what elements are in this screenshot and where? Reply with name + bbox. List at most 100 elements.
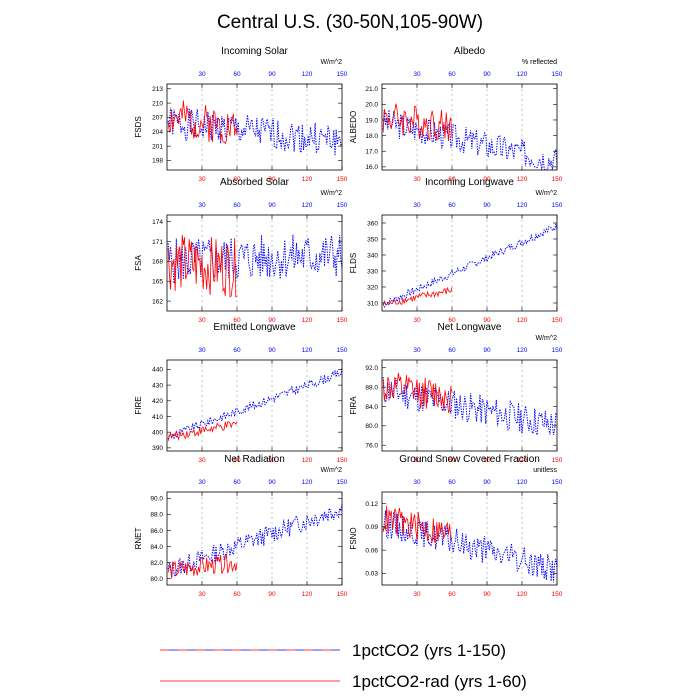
x-tick-label-top: 120 bbox=[517, 202, 528, 209]
x-tick-label-bottom: 120 bbox=[302, 457, 313, 464]
x-tick-label-bottom: 150 bbox=[552, 176, 563, 183]
y-tick-label: 400 bbox=[152, 429, 163, 436]
x-tick-label-bottom: 90 bbox=[268, 176, 276, 183]
plot-frame bbox=[381, 491, 558, 586]
panel-title: Net Longwave bbox=[438, 322, 502, 333]
panel-7: Net Radiation W/m^2 RNET 80.0 82.0 84.0 86.0 88… bbox=[134, 454, 348, 598]
x-tick-label-bottom: 30 bbox=[413, 317, 421, 324]
panel-8: Ground Snow Covered Fraction unitless FSNO… bbox=[349, 454, 563, 598]
panel-title: Emitted Longwave bbox=[213, 322, 296, 333]
x-tick-label-bottom: 30 bbox=[198, 317, 206, 324]
panel-3: Absorbed Solar W/m^2 FSA 162 165 168 171 174 30 3… bbox=[134, 177, 348, 324]
x-tick-label-bottom: 90 bbox=[483, 317, 491, 324]
y-tick-label: 360 bbox=[367, 220, 378, 227]
x-tick-label-top: 120 bbox=[517, 479, 528, 486]
y-tick-label: 210 bbox=[152, 100, 163, 107]
x-tick-label-bottom: 90 bbox=[483, 591, 491, 598]
x-tick-label-bottom: 90 bbox=[483, 176, 491, 183]
y-axis-label: FIRE bbox=[134, 396, 143, 414]
y-tick-label: 198 bbox=[152, 158, 163, 165]
y-tick-label: 165 bbox=[152, 279, 163, 286]
y-tick-label: 171 bbox=[152, 239, 163, 246]
y-tick-label: 76.0 bbox=[365, 442, 378, 449]
panel-5: Emitted Longwave FIRE 390 400 410 420 430 440 30… bbox=[134, 322, 348, 464]
panel-units: unitless bbox=[533, 467, 557, 474]
panel-title: Incoming Solar bbox=[221, 46, 288, 57]
y-tick-label: 84.0 bbox=[365, 404, 378, 411]
series-line-1pctco2 bbox=[167, 107, 343, 156]
x-tick-label-bottom: 120 bbox=[302, 176, 313, 183]
x-tick-label-bottom: 90 bbox=[483, 457, 491, 464]
x-tick-label-bottom: 150 bbox=[337, 591, 348, 598]
y-tick-label: 440 bbox=[152, 367, 163, 374]
x-tick-label-top: 60 bbox=[448, 202, 456, 209]
x-tick-label-bottom: 90 bbox=[268, 457, 276, 464]
y-tick-label: 16.0 bbox=[365, 164, 378, 171]
x-tick-label-top: 90 bbox=[268, 202, 276, 209]
x-tick-label-top: 90 bbox=[483, 71, 491, 78]
x-tick-label-bottom: 150 bbox=[337, 176, 348, 183]
y-tick-label: 80.0 bbox=[150, 576, 163, 583]
x-tick-label-top: 30 bbox=[198, 71, 206, 78]
series-line-1pctco2-rad bbox=[382, 103, 453, 141]
y-tick-label: 17.0 bbox=[365, 149, 378, 156]
panel-units: W/m^2 bbox=[320, 467, 342, 474]
plot-frame bbox=[166, 83, 343, 171]
plot-frame bbox=[381, 359, 558, 452]
panel-title: Ground Snow Covered Fraction bbox=[399, 454, 540, 465]
x-tick-label-top: 90 bbox=[268, 347, 276, 354]
y-tick-label: 201 bbox=[152, 143, 163, 150]
panel-2: Albedo % reflected ALBEDO 16.0 17.0 18.0 19.0 2… bbox=[349, 46, 563, 183]
x-tick-label-top: 150 bbox=[337, 202, 348, 209]
y-axis-label: ALBEDO bbox=[349, 111, 358, 143]
y-axis-label: FIRA bbox=[349, 396, 358, 415]
series-line-1pctco2 bbox=[167, 368, 343, 440]
x-tick-label-top: 120 bbox=[302, 202, 313, 209]
x-tick-label-top: 150 bbox=[552, 347, 563, 354]
x-tick-label-top: 90 bbox=[268, 71, 276, 78]
y-tick-label: 320 bbox=[367, 284, 378, 291]
x-tick-label-top: 150 bbox=[552, 71, 563, 78]
x-tick-label-bottom: 30 bbox=[413, 591, 421, 598]
series-line-1pctco2-rad bbox=[167, 100, 238, 145]
y-tick-label: 340 bbox=[367, 252, 378, 259]
x-tick-label-bottom: 60 bbox=[448, 317, 456, 324]
y-tick-label: 0.03 bbox=[365, 571, 378, 578]
series-line-1pctco2 bbox=[382, 510, 558, 583]
legend-label-exp2: 1pctCO2-rad (yrs 1-60) bbox=[352, 672, 527, 691]
y-tick-label: 420 bbox=[152, 398, 163, 405]
x-tick-label-bottom: 60 bbox=[448, 176, 456, 183]
x-tick-label-top: 150 bbox=[337, 71, 348, 78]
panels: Incoming Solar W/m^2 FSDS 198 201 204 207 210 21… bbox=[134, 46, 563, 598]
x-tick-label-top: 30 bbox=[413, 71, 421, 78]
series-line-1pctco2 bbox=[382, 223, 558, 309]
x-tick-label-top: 120 bbox=[302, 479, 313, 486]
x-tick-label-top: 30 bbox=[413, 347, 421, 354]
x-tick-label-bottom: 60 bbox=[233, 457, 241, 464]
series-line-1pctco2-rad bbox=[382, 286, 453, 306]
y-tick-label: 82.0 bbox=[150, 560, 163, 567]
panel-1: Incoming Solar W/m^2 FSDS 198 201 204 207 210 21… bbox=[134, 46, 348, 183]
x-tick-label-bottom: 120 bbox=[517, 317, 528, 324]
x-tick-label-bottom: 120 bbox=[302, 317, 313, 324]
y-axis-label: FSNO bbox=[349, 527, 358, 549]
panel-title: Absorbed Solar bbox=[220, 177, 290, 188]
y-tick-label: 0.09 bbox=[365, 524, 378, 531]
x-tick-label-top: 60 bbox=[448, 479, 456, 486]
y-tick-label: 86.0 bbox=[150, 528, 163, 535]
series-line-1pctco2-rad bbox=[167, 234, 238, 298]
x-tick-label-bottom: 60 bbox=[448, 457, 456, 464]
x-tick-label-top: 60 bbox=[448, 71, 456, 78]
x-tick-label-top: 60 bbox=[233, 71, 241, 78]
x-tick-label-top: 120 bbox=[517, 71, 528, 78]
panel-6: Net Longwave W/m^2 FIRA 76.0 80.0 84.0 88.0 92.… bbox=[349, 322, 563, 464]
series-line-1pctco2-rad bbox=[167, 553, 238, 579]
y-tick-label: 168 bbox=[152, 259, 163, 266]
x-tick-label-bottom: 30 bbox=[198, 457, 206, 464]
x-tick-label-top: 150 bbox=[337, 479, 348, 486]
x-tick-label-top: 120 bbox=[517, 347, 528, 354]
y-tick-label: 213 bbox=[152, 86, 163, 93]
x-tick-label-top: 90 bbox=[483, 202, 491, 209]
x-tick-label-bottom: 150 bbox=[337, 457, 348, 464]
